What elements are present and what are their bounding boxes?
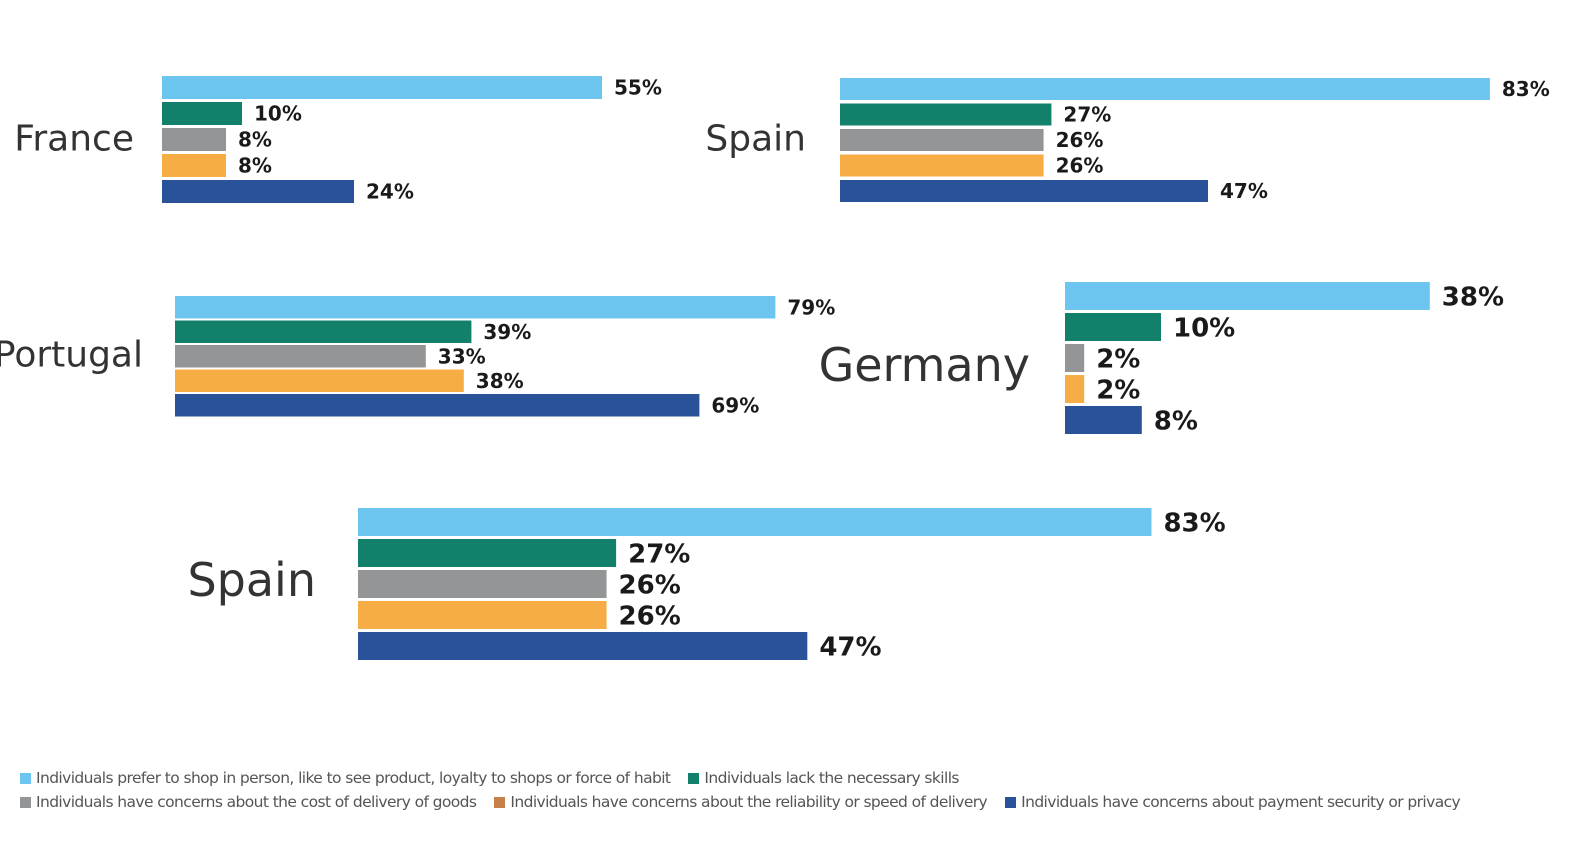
legend-swatch <box>20 796 31 808</box>
country-label: Spain <box>705 119 806 160</box>
legend-item-shop-in-person: Individuals prefer to shop in person, li… <box>20 766 671 790</box>
legend-row-1: Individuals prefer to shop in person, li… <box>20 766 1565 790</box>
legend-label: Individuals prefer to shop in person, li… <box>36 769 671 787</box>
bar-spain-series-4 <box>840 154 1044 177</box>
value-label: 38% <box>1442 282 1504 312</box>
value-label: 26% <box>619 601 681 631</box>
value-label: 55% <box>614 76 662 100</box>
country-label: Spain <box>187 553 316 607</box>
legend-row-2: Individuals have concerns about the cost… <box>20 790 1565 814</box>
bar-spain-series-5 <box>358 632 808 660</box>
legend-label: Individuals have concerns about the cost… <box>36 793 477 811</box>
bar-spain-series-1 <box>840 78 1490 100</box>
value-label: 26% <box>1056 128 1104 152</box>
value-label: 83% <box>1502 77 1550 101</box>
bar-france-series-1 <box>162 76 602 99</box>
legend-item-lack-skills: Individuals lack the necessary skills <box>688 766 959 790</box>
bar-france-series-3 <box>162 128 226 151</box>
legend-label: Individuals have concerns about payment … <box>1021 793 1461 811</box>
value-label: 10% <box>254 102 302 126</box>
bar-portugal-series-3 <box>175 345 426 368</box>
value-label: 38% <box>476 369 524 393</box>
bar-portugal-series-4 <box>175 369 464 392</box>
value-label: 8% <box>1154 406 1198 436</box>
bar-germany-series-5 <box>1065 406 1142 434</box>
legend-item-delivery-cost: Individuals have concerns about the cost… <box>20 790 477 814</box>
bar-france-series-4 <box>162 154 226 177</box>
legend: Individuals prefer to shop in person, li… <box>20 766 1565 814</box>
value-label: 8% <box>238 128 272 152</box>
bar-germany-series-4 <box>1065 375 1085 403</box>
value-label: 10% <box>1173 313 1235 343</box>
panel-portugal-2: Portugal 79% 39%33%38% 69% <box>0 295 835 417</box>
value-label: 2% <box>1096 375 1140 405</box>
value-label: 47% <box>1220 179 1268 203</box>
value-label: 83% <box>1163 508 1225 538</box>
bar-portugal-series-2 <box>175 320 472 343</box>
bar-spain-series-3 <box>358 570 607 598</box>
legend-item-payment-security: Individuals have concerns about payment … <box>1005 790 1461 814</box>
value-label: 47% <box>819 632 881 662</box>
bar-spain-series-5 <box>840 180 1209 202</box>
legend-label: Individuals lack the necessary skills <box>704 769 959 787</box>
panel-germany-3: Germany 38% 10% 2%2% 8% <box>819 282 1504 436</box>
bar-spain-series-2 <box>840 103 1052 126</box>
value-label: 33% <box>438 344 486 368</box>
bar-spain-series-3 <box>840 129 1044 151</box>
value-label: 26% <box>1056 154 1104 178</box>
legend-swatch <box>20 772 31 784</box>
legend-label: Individuals have concerns about the reli… <box>510 793 988 811</box>
bar-spain-series-4 <box>358 601 607 629</box>
value-label: 27% <box>628 539 690 569</box>
bar-germany-series-1 <box>1065 282 1430 310</box>
legend-swatch <box>494 796 506 808</box>
bar-france-series-5 <box>162 180 354 203</box>
bar-germany-series-3 <box>1065 344 1085 372</box>
bar-portugal-series-1 <box>175 296 776 319</box>
chart-canvas: France55%10%8%8%24%Spain83%27%26%26%47%P… <box>0 76 1550 663</box>
value-label: 27% <box>1063 103 1111 127</box>
value-label: 39% <box>483 320 531 344</box>
bar-portugal-series-5 <box>175 394 700 417</box>
value-label: 24% <box>366 180 414 204</box>
value-label: 69% <box>711 393 759 417</box>
bar-spain-series-2 <box>358 539 617 567</box>
legend-swatch <box>688 772 700 784</box>
value-label: 79% <box>787 295 835 319</box>
country-label: France <box>14 119 134 160</box>
country-label: Germany <box>819 338 1030 392</box>
bar-france-series-2 <box>162 102 242 125</box>
value-label: 2% <box>1096 344 1140 374</box>
value-label: 26% <box>619 570 681 600</box>
value-label: 8% <box>238 154 272 178</box>
legend-swatch <box>1005 796 1017 808</box>
legend-item-delivery-reliability: Individuals have concerns about the reli… <box>494 790 988 814</box>
bar-germany-series-2 <box>1065 313 1161 341</box>
country-label: Portugal <box>0 335 143 376</box>
bar-spain-series-1 <box>358 508 1152 536</box>
